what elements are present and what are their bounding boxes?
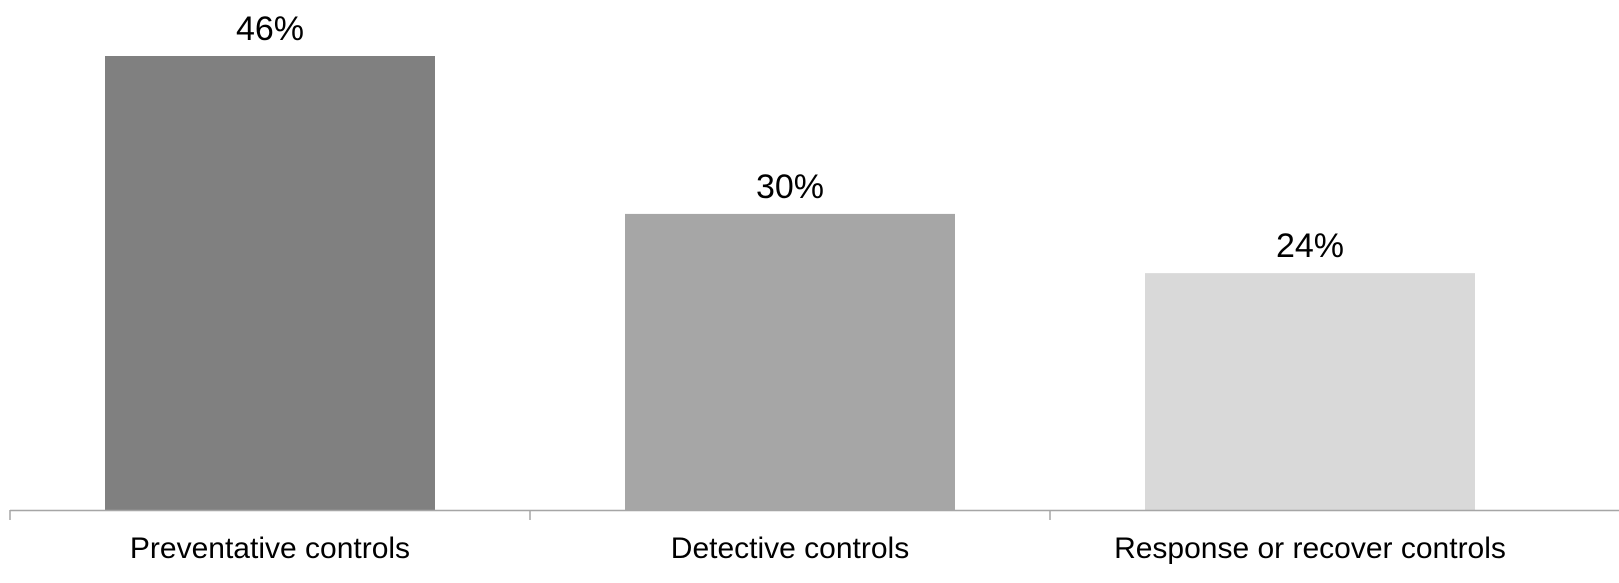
bar-2: [625, 213, 955, 511]
x-tick-label-3: Response or recover controls: [1114, 532, 1506, 565]
x-tick-labels-group: Preventative controls Detective controls R…: [130, 532, 1506, 565]
data-label-3: 24%: [1276, 227, 1344, 265]
x-axis: [9, 509, 1619, 520]
bar-1: [105, 56, 435, 510]
x-tick-label-1: Preventative controls: [130, 532, 410, 565]
bar-3: [1145, 273, 1475, 510]
data-label-1: 46%: [236, 10, 304, 48]
x-tick-label-2: Detective controls: [671, 532, 909, 565]
bars-group: [105, 56, 1475, 511]
data-label-2: 30%: [756, 168, 824, 206]
data-labels-group: 46% 30% 24%: [236, 10, 1344, 265]
